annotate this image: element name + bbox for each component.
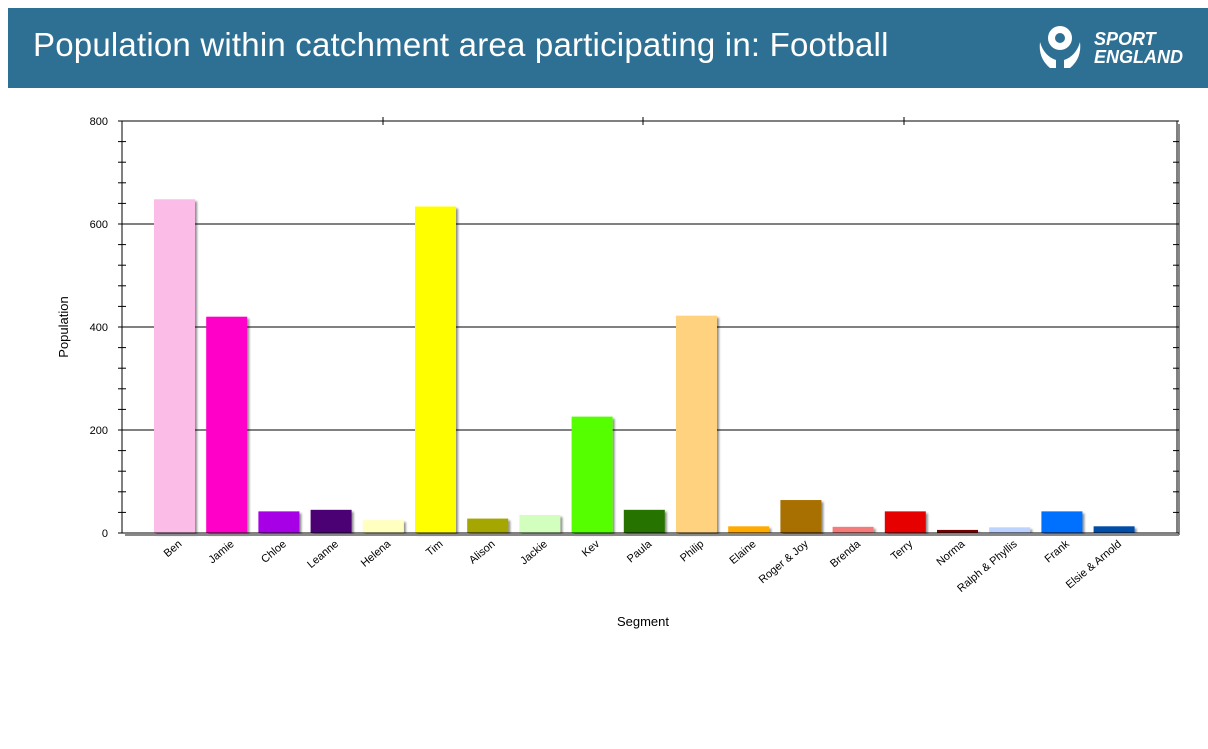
x-tick-label: Norma (934, 538, 968, 569)
bar-ralph-phyllis (989, 527, 1031, 533)
bar-ben (154, 199, 195, 533)
logo-line-1: SPORT (1094, 29, 1156, 49)
bar-elsie-arnold (1093, 526, 1135, 533)
bar-alison (467, 518, 509, 533)
bar-terry (884, 511, 926, 533)
x-tick-label: Chloe (259, 538, 289, 566)
bar-roger-joy (780, 500, 822, 533)
y-tick-label: 0 (102, 528, 108, 540)
x-tick-label: Frank (1043, 538, 1073, 566)
bar-leanne (310, 509, 352, 533)
bar-paula (623, 509, 665, 533)
bar-tim (415, 206, 456, 534)
x-tick-label: Alison (467, 538, 498, 566)
bar-philip (676, 315, 717, 533)
bar-chloe (258, 511, 300, 533)
bar-frank (1041, 511, 1083, 533)
sport-england-logo-icon (1039, 26, 1081, 68)
bar-brenda (832, 526, 874, 533)
bar-jackie (519, 514, 561, 533)
bar-helena (362, 520, 404, 533)
y-tick-label: 200 (90, 425, 108, 437)
chart-axes (118, 117, 1180, 536)
x-axis-title: Segment (617, 614, 669, 629)
x-tick-label: Jackie (518, 538, 550, 567)
x-tick-label: Philip (678, 538, 706, 564)
x-tick-label: Paula (625, 538, 655, 566)
chart-grid (122, 223, 1177, 431)
x-tick-label: Kev (580, 538, 603, 560)
x-tick-label: Roger & Joy (757, 538, 811, 586)
x-tick-label: Jamie (206, 538, 236, 566)
x-tick-label: Brenda (828, 538, 864, 571)
page-title: Population within catchment area partici… (33, 26, 889, 63)
sport-england-logo: SPORT ENGLAND (1034, 22, 1194, 74)
bar-norma (937, 529, 978, 533)
x-tick-label: Leanne (305, 538, 341, 571)
x-tick-label: Terry (889, 538, 916, 563)
y-tick-label: 800 (90, 116, 108, 128)
x-tick-label: Ben (162, 538, 185, 560)
x-tick-label: Tim (424, 538, 445, 559)
y-tick-label: 600 (90, 219, 108, 231)
bar-jamie (206, 316, 248, 533)
x-tick-label: Elaine (727, 538, 758, 567)
x-tick-label: Elsie & Arnold (1064, 538, 1124, 591)
title-banner: Population within catchment area partici… (8, 8, 1208, 88)
logo-text: SPORT ENGLAND (1094, 30, 1183, 66)
y-axis-title: Population (56, 296, 71, 357)
logo-line-2: ENGLAND (1094, 47, 1183, 67)
bar-kev (571, 416, 613, 533)
bar-elaine (728, 526, 770, 533)
chart-bars (154, 199, 1135, 534)
x-tick-label: Helena (359, 538, 394, 570)
y-tick-label: 400 (90, 322, 108, 334)
